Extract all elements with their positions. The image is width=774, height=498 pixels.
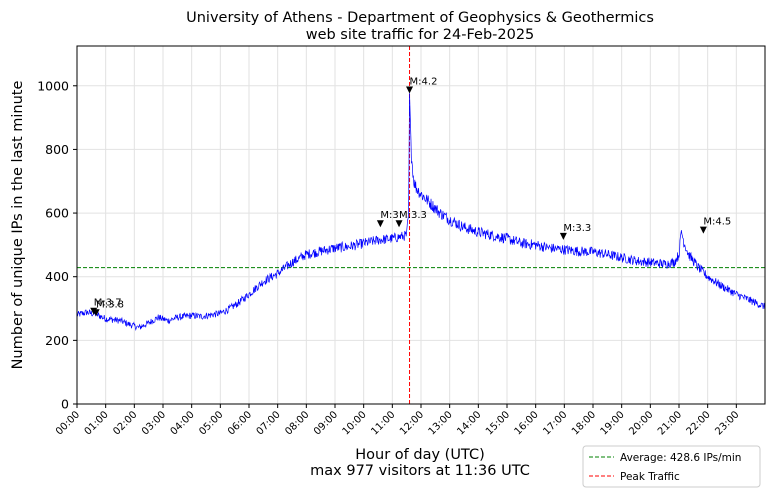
earthquake-marker-label: M:3.8 <box>96 299 124 310</box>
x-tick-label: 06:00 <box>226 409 254 437</box>
earthquake-marker-label: M:4.5 <box>703 217 731 228</box>
earthquake-marker <box>376 220 384 228</box>
y-axis-label: Number of unique IPs in the last minute <box>10 81 26 370</box>
x-tick-label: 18:00 <box>570 409 598 437</box>
earthquake-marker-label: M:3 <box>380 210 398 221</box>
x-tick-label: 22:00 <box>685 409 713 437</box>
x-tick-label: 23:00 <box>713 409 741 437</box>
y-tick-label: 1000 <box>37 78 69 93</box>
legend: Average: 428.6 IPs/min Peak Traffic <box>582 445 761 488</box>
legend-box <box>582 445 761 488</box>
earthquake-marker <box>92 309 100 317</box>
y-tick-label: 0 <box>61 397 69 412</box>
earthquake-marker <box>406 86 414 94</box>
reference-lines <box>77 46 765 404</box>
x-tick-label: 10:00 <box>341 409 369 437</box>
x-tick-label: 15:00 <box>484 409 512 437</box>
legend-peak-label: Peak Traffic <box>620 471 680 483</box>
legend-average-label: Average: 428.6 IPs/min <box>620 452 741 464</box>
x-tick-label: 03:00 <box>140 409 168 437</box>
x-tick-label: 11:00 <box>369 409 397 437</box>
y-tick-label: 400 <box>45 269 69 284</box>
earthquake-marker-label: M:3.7 <box>94 298 122 309</box>
earthquake-marker-label: M:3.3 <box>399 210 427 221</box>
y-axis-ticks: 0 200 400 600 800 1000 <box>37 78 77 412</box>
x-tick-label: 09:00 <box>312 409 340 437</box>
x-tick-label: 13:00 <box>427 409 455 437</box>
x-tick-label: 12:00 <box>398 409 426 437</box>
x-axis-sublabel: max 977 visitors at 11:36 UTC <box>310 463 530 479</box>
y-tick-label: 200 <box>45 333 69 348</box>
x-tick-label: 02:00 <box>111 409 139 437</box>
earthquake-marker <box>559 232 567 240</box>
x-tick-label: 07:00 <box>255 409 283 437</box>
earthquake-marker-label: M:4.2 <box>410 77 438 88</box>
x-axis-label: Hour of day (UTC) <box>355 447 484 463</box>
x-tick-label: 05:00 <box>197 409 225 437</box>
x-tick-label: 16:00 <box>513 409 541 437</box>
earthquake-marker <box>395 220 403 228</box>
earthquake-marker-label: M:3.3 <box>563 223 591 234</box>
earthquake-markers: M:3.7M:3.8M:3 M:3.3M:4.2M:3.3M:4.5 <box>90 77 731 317</box>
x-tick-label: 14:00 <box>455 409 483 437</box>
x-tick-label: 17:00 <box>541 409 569 437</box>
grid-lines <box>76 46 765 405</box>
traffic-series-line <box>76 93 766 332</box>
x-tick-label: 21:00 <box>656 409 684 437</box>
chart-title: University of Athens - Department of Geo… <box>186 10 654 26</box>
earthquake-marker <box>699 226 707 234</box>
x-tick-label: 00:00 <box>54 409 82 437</box>
x-tick-label: 04:00 <box>169 409 197 437</box>
x-tick-label: 01:00 <box>83 409 111 437</box>
x-tick-label: 20:00 <box>627 409 655 437</box>
y-tick-label: 600 <box>45 206 69 221</box>
x-axis-ticks: 00:00 01:00 02:00 03:00 04:00 05:00 06:00 07:00… <box>54 404 741 438</box>
x-tick-label: 19:00 <box>599 409 627 437</box>
x-tick-label: 08:00 <box>283 409 311 437</box>
chart-subtitle: web site traffic for 24-Feb-2025 <box>306 27 535 43</box>
y-tick-label: 800 <box>45 142 69 157</box>
